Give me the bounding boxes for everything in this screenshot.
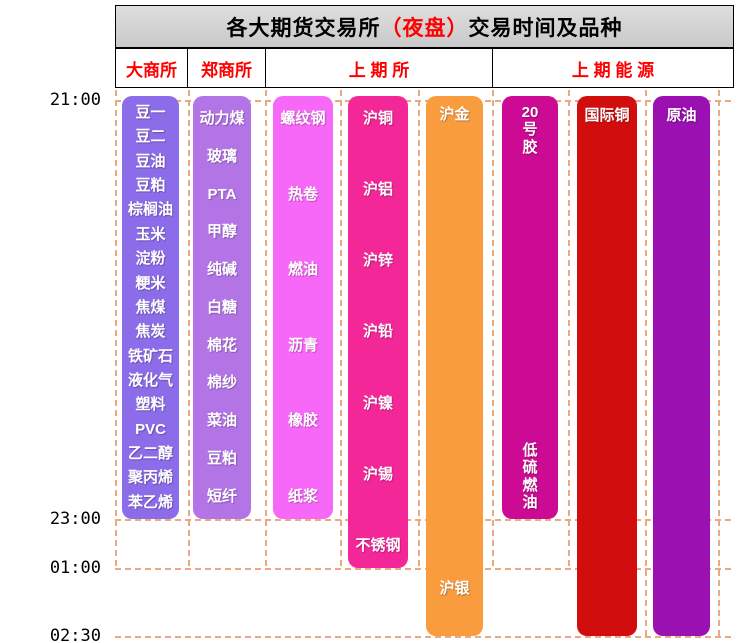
header-cell-ine: 上 期 能 源 <box>493 48 734 88</box>
chart-title-part2: 交易时间及品种 <box>468 16 623 40</box>
product-label: 焦炭 <box>135 323 166 341</box>
product-label: 玻璃 <box>206 147 237 165</box>
product-label: 棉花 <box>206 336 237 354</box>
lane-divider <box>340 90 342 568</box>
header-cell-dce: 大商所 <box>115 48 188 88</box>
product-label: 玉米 <box>135 225 166 243</box>
product-label: PVC <box>135 420 166 438</box>
product-label: 热卷 <box>287 185 318 203</box>
lane-divider <box>188 90 190 568</box>
product-label: 沪锡 <box>362 465 393 483</box>
lane-divider <box>645 90 647 636</box>
product-label: 粳米 <box>135 274 166 292</box>
product-label: 纸浆 <box>287 487 318 505</box>
product-label: 棕榈油 <box>127 201 173 219</box>
product-label: 沪镍 <box>362 394 393 412</box>
product-label: 豆粕 <box>135 177 166 195</box>
product-label: 沪银 <box>439 579 470 597</box>
product-label: 淀粉 <box>135 250 166 268</box>
product-label: PTA <box>207 185 237 203</box>
gridline-2100 <box>115 100 734 102</box>
header-cell-zce: 郑商所 <box>188 48 266 88</box>
bar-shfe-gold-silver: 沪金 沪银 <box>426 96 483 636</box>
product-label: 塑料 <box>135 396 166 414</box>
product-label: 橡胶 <box>287 412 318 430</box>
product-label: 沪铜 <box>362 110 393 127</box>
product-label: 豆二 <box>135 128 166 146</box>
bar-zce-products: 动力煤 玻璃 PTA 甲醇 纯碱 白糖 棉花 棉纱 菜油 豆粕 短纤 <box>193 96 251 519</box>
bar-ine-rubber-fuel: 20号胶 低硫燃油 <box>502 96 558 519</box>
product-label: 焦煤 <box>135 298 166 316</box>
product-label: 液化气 <box>127 371 173 389</box>
product-label: 棉纱 <box>206 374 237 392</box>
product-label: 低硫燃油 <box>522 442 538 511</box>
lane-divider <box>418 90 420 568</box>
time-label-2300: 23:00 <box>49 509 101 529</box>
bar-ine-crude-oil: 原油 <box>653 96 710 636</box>
time-label-2100: 21:00 <box>49 90 101 110</box>
lane-divider <box>115 90 117 568</box>
bar-dce-products: 豆一 豆二 豆油 豆粕 棕榈油 玉米 淀粉 粳米 焦煤 焦炭 铁矿石 液化气 塑… <box>122 96 179 519</box>
lane-divider <box>568 90 570 568</box>
product-label: 沪锌 <box>362 252 393 270</box>
product-label: 短纤 <box>206 487 237 505</box>
product-label: 苯乙烯 <box>127 493 173 511</box>
lane-divider <box>492 90 494 568</box>
product-label: 铁矿石 <box>127 347 173 365</box>
product-label: 动力煤 <box>199 110 245 127</box>
product-label: 国际铜 <box>584 107 630 124</box>
gridline-0230 <box>115 636 734 638</box>
product-label: 沪金 <box>439 106 470 123</box>
product-label: 纯碱 <box>206 261 237 279</box>
bar-shfe-metals: 沪铜 沪铝 沪锌 沪铅 沪镍 沪锡 不锈钢 <box>348 96 408 568</box>
chart-title: 各大期货交易所 （夜盘） 交易时间及品种 <box>115 5 734 48</box>
product-label: 豆粕 <box>206 449 237 467</box>
product-label: 沪铅 <box>362 323 393 341</box>
product-label: 豆油 <box>135 152 166 170</box>
gridline-0100 <box>115 568 734 570</box>
product-label: 乙二醇 <box>127 445 173 463</box>
product-label: 菜油 <box>206 412 237 430</box>
product-label: 聚丙烯 <box>127 469 173 487</box>
product-label: 20号胶 <box>521 104 539 156</box>
product-label: 甲醇 <box>206 223 237 241</box>
product-label: 沥青 <box>287 336 318 354</box>
product-label: 螺纹钢 <box>280 110 326 127</box>
exchange-header-row: 大商所 郑商所 上 期 所 上 期 能 源 <box>115 48 734 88</box>
header-cell-shfe: 上 期 所 <box>266 48 493 88</box>
product-label: 不锈钢 <box>355 536 401 554</box>
chart-title-part1: 各大期货交易所 <box>226 16 381 40</box>
product-label: 燃油 <box>287 261 318 279</box>
gridline-2300 <box>115 519 734 521</box>
bar-ine-intl-copper: 国际铜 <box>577 96 637 636</box>
product-label: 原油 <box>666 107 697 124</box>
product-label: 沪铝 <box>362 181 393 199</box>
time-label-0230: 02:30 <box>49 626 101 643</box>
chart-title-highlight: （夜盘） <box>380 16 469 40</box>
product-label: 豆一 <box>135 104 166 121</box>
bar-shfe-industrial: 螺纹钢 热卷 燃油 沥青 橡胶 纸浆 <box>273 96 333 519</box>
product-label: 白糖 <box>206 298 237 316</box>
time-label-0100: 01:00 <box>49 558 101 578</box>
lane-divider <box>265 90 267 568</box>
lane-divider <box>718 90 720 636</box>
